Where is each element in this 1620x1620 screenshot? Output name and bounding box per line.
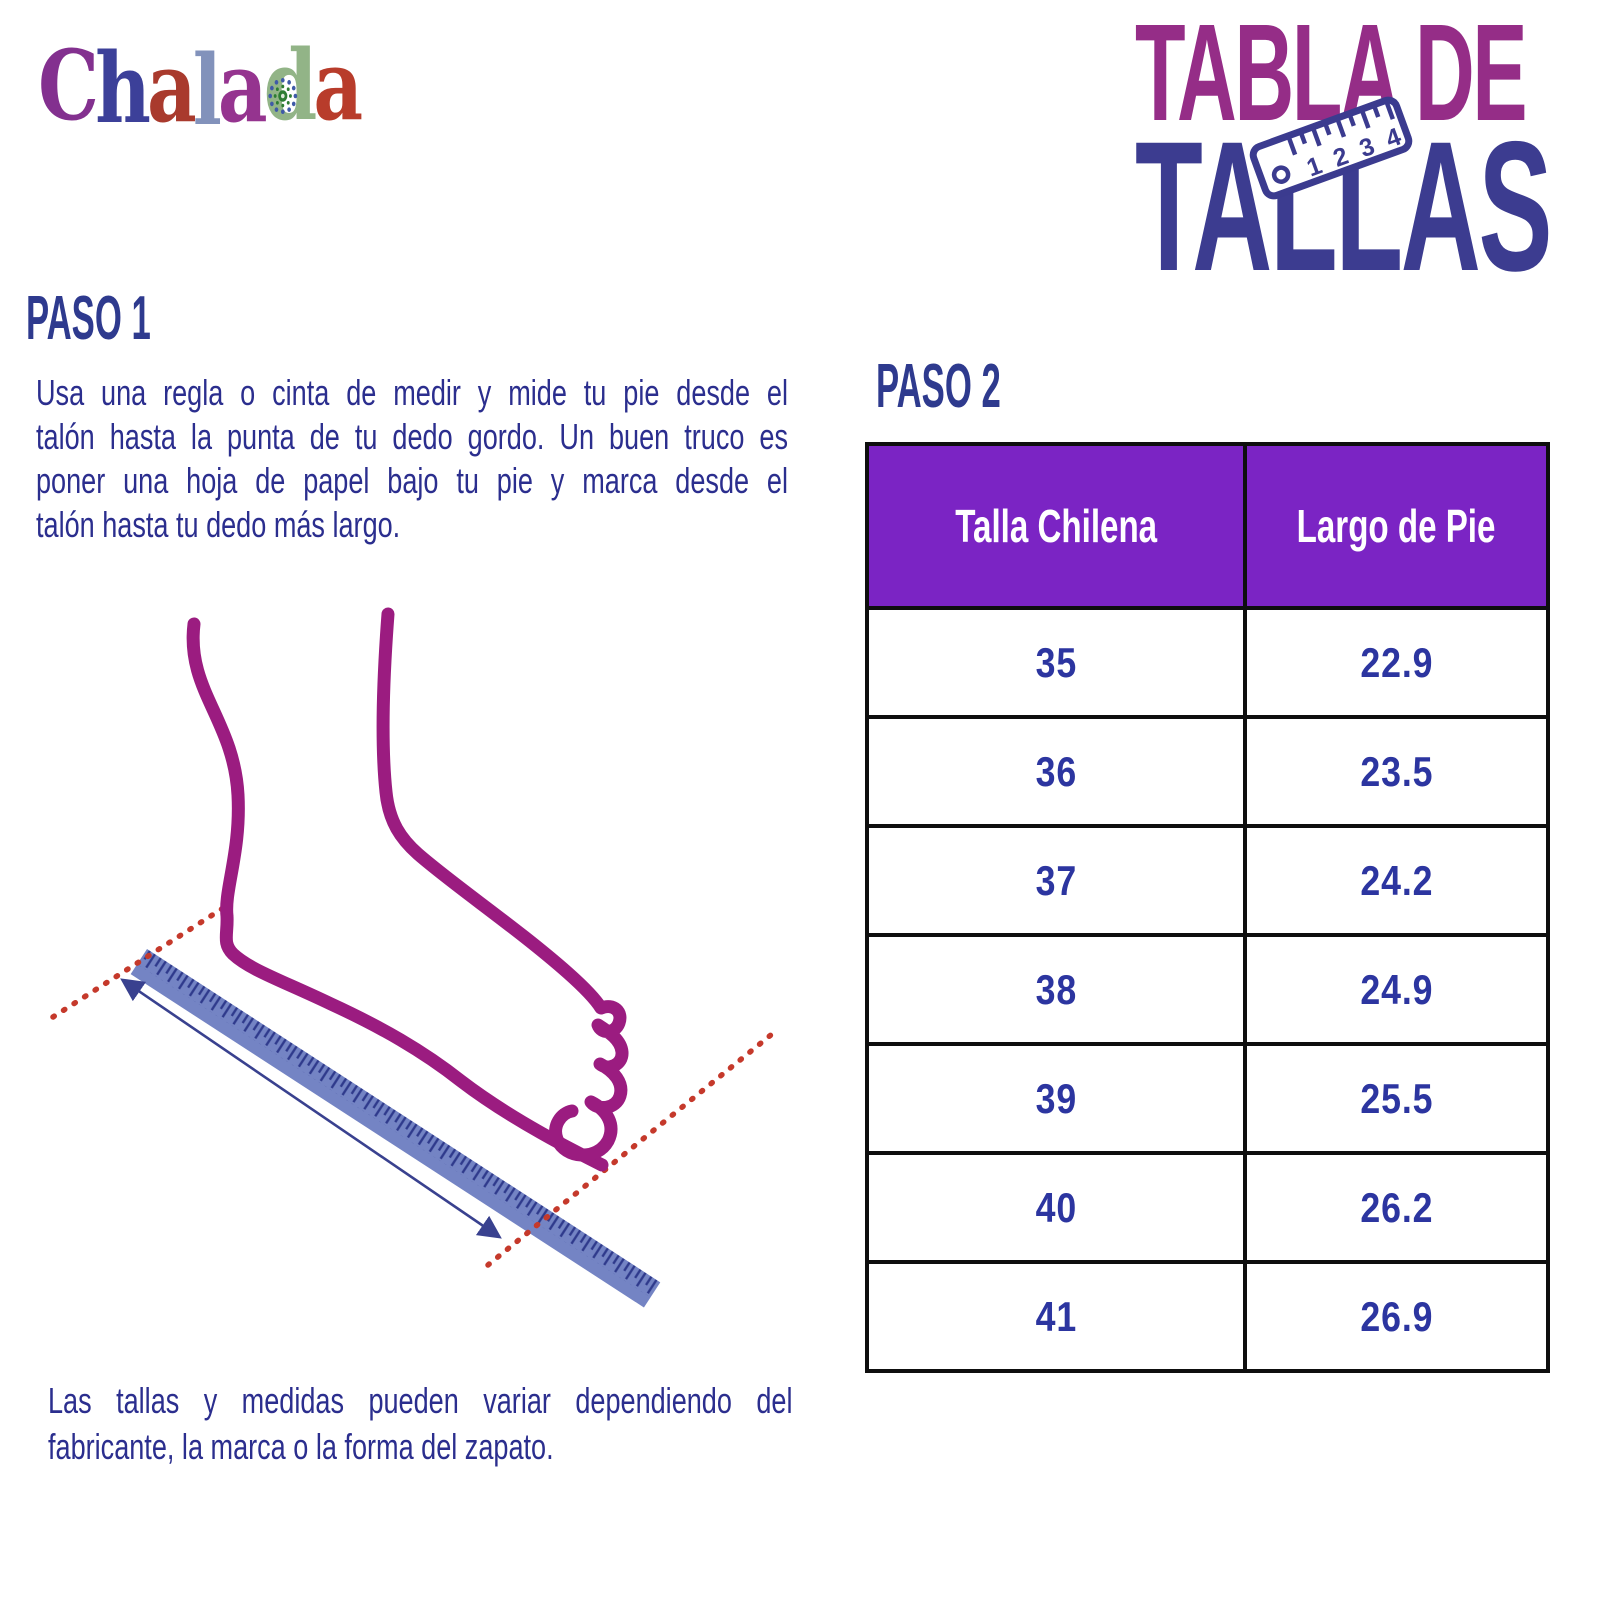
- illustration-ruler: [130, 949, 661, 1308]
- logo-letter: l: [192, 34, 222, 147]
- toe-guide-dotted-line: [485, 1027, 780, 1268]
- table-cell-largo: 22.9: [1247, 610, 1546, 715]
- foot-outline: [186, 607, 629, 1172]
- header-cell-talla: Talla Chilena: [869, 446, 1243, 606]
- table-cell-largo: 26.9: [1247, 1264, 1546, 1369]
- flower-mandala-icon: [268, 77, 298, 115]
- disclaimer-line: fabricante, la marca o la forma del zapa…: [48, 1426, 554, 1467]
- table-cell-largo: 26.2: [1247, 1155, 1546, 1260]
- heel-guide-dotted-line: [50, 902, 231, 1020]
- logo-letter: C: [38, 29, 100, 142]
- table-cell-talla: 36: [869, 719, 1243, 824]
- disclaimer-line: Las tallas y medidas pueden variar depen…: [48, 1380, 793, 1421]
- paso1-instructions: Usa una regla o cinta de medir y mide tu…: [36, 371, 788, 547]
- instruction-line: Usa una regla o cinta de medir y mide tu…: [36, 372, 788, 413]
- header-cell-largo: Largo de Pie: [1247, 446, 1546, 606]
- table-cell-talla: 41: [869, 1264, 1243, 1369]
- foot-measuring-illustration: [50, 607, 780, 1308]
- paso2-heading: PASO 2: [876, 352, 1001, 421]
- logo-letter: a: [217, 31, 268, 144]
- logo-letter-d: d: [263, 29, 318, 142]
- table-cell-talla: 37: [869, 828, 1243, 933]
- instruction-line: talón hasta la punta de tu dedo gordo. U…: [36, 416, 788, 457]
- instruction-line: talón hasta tu dedo más largo.: [36, 504, 401, 545]
- size-table: Talla Chilena Largo de Pie 35 22.9 36 23…: [865, 442, 1550, 1373]
- table-cell-talla: 38: [869, 937, 1243, 1042]
- logo-letter: h: [95, 32, 151, 145]
- table-cell-largo: 24.9: [1247, 937, 1546, 1042]
- table-cell-largo: 25.5: [1247, 1046, 1546, 1151]
- ruler-icon: 1 2 3 4: [1246, 92, 1417, 203]
- paso1-heading: PASO 1: [26, 284, 151, 353]
- table-cell-talla: 39: [869, 1046, 1243, 1151]
- table-cell-talla: 40: [869, 1155, 1243, 1260]
- disclaimer-text: Las tallas y medidas pueden variar depen…: [48, 1378, 792, 1470]
- table-cell-largo: 23.5: [1247, 719, 1546, 824]
- logo-letter: a: [313, 29, 364, 142]
- logo-letter: a: [146, 31, 197, 144]
- measurement-arrow: [120, 978, 502, 1239]
- brand-logo: Chalad: [38, 29, 363, 145]
- table-cell-talla: 35: [869, 610, 1243, 715]
- ruler-ticks: [1286, 99, 1395, 156]
- table-cell-largo: 24.2: [1247, 828, 1546, 933]
- instruction-line: poner una hoja de papel bajo tu pie y ma…: [36, 460, 788, 501]
